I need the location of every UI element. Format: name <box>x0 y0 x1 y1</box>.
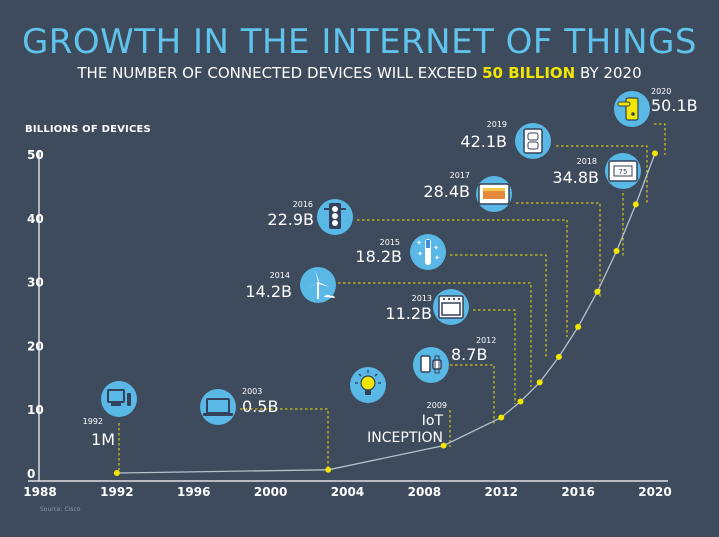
value-label: 34.8B <box>552 168 599 187</box>
x-tick-label: 2004 <box>331 485 364 499</box>
value-label: INCEPTION <box>367 430 443 446</box>
value-label: 11.2B <box>385 304 432 323</box>
svg-text:✦: ✦ <box>434 254 440 262</box>
data-point <box>536 379 543 386</box>
data-point <box>594 288 601 295</box>
traffic-light-icon <box>324 203 346 229</box>
value-label: 22.9B <box>267 210 314 229</box>
value-label: IoT <box>422 413 444 429</box>
desktop-computer-icon <box>107 389 131 406</box>
connector-line <box>357 219 568 337</box>
subtitle-prefix: THE NUMBER OF CONNECTED DEVICES WILL EXC… <box>77 64 478 82</box>
x-tick-label: 2000 <box>254 485 287 499</box>
oven-icon <box>438 295 464 319</box>
x-tick-label: 1992 <box>100 485 133 499</box>
year-label: 2009 <box>427 401 447 410</box>
y-tick-label: 20 <box>27 339 44 353</box>
x-tick-label: 2020 <box>638 485 671 499</box>
value-label: 14.2B <box>245 282 292 301</box>
svg-text:✦: ✦ <box>417 250 423 258</box>
door-lock-icon <box>617 97 639 121</box>
value-label: 0.5B <box>242 397 278 416</box>
svg-text:✦: ✦ <box>433 244 439 252</box>
value-label: 8.7B <box>451 345 487 364</box>
svg-text:✦: ✦ <box>416 239 422 247</box>
power-outlet-icon <box>523 128 543 154</box>
x-tick-label: 2008 <box>408 485 441 499</box>
data-point <box>632 201 639 208</box>
value-label: 50.1B <box>651 96 698 115</box>
connector-line <box>516 202 601 297</box>
data-point <box>113 469 120 476</box>
y-tick-label: 30 <box>27 276 44 290</box>
year-label: 2019 <box>487 120 507 129</box>
data-point <box>517 398 524 405</box>
data-point <box>575 323 582 330</box>
connector-line <box>240 408 329 468</box>
data-point <box>613 247 620 254</box>
bubble <box>200 389 236 425</box>
year-label: 2013 <box>412 294 432 303</box>
y-tick-label: 40 <box>27 212 44 226</box>
year-label: 1992 <box>83 417 103 426</box>
y-tick-label: 0 <box>27 467 35 481</box>
bubble <box>413 347 449 383</box>
year-label: 2003 <box>242 387 262 396</box>
year-label: 2015 <box>380 238 400 247</box>
connector-line <box>450 254 547 357</box>
data-point <box>325 466 332 473</box>
series-line <box>116 153 656 474</box>
year-label: 2017 <box>450 171 470 180</box>
x-tick-label: 1988 <box>23 485 56 499</box>
value-label: 1M <box>91 430 115 449</box>
y-tick-label: 50 <box>27 148 44 162</box>
data-point <box>440 442 447 449</box>
x-tick-label: 1996 <box>177 485 210 499</box>
year-label: 2020 <box>651 87 671 96</box>
source-note: Source: Cisco <box>40 506 81 513</box>
page-subtitle: THE NUMBER OF CONNECTED DEVICES WILL EXC… <box>0 64 719 82</box>
x-tick-label: 2016 <box>561 485 594 499</box>
smartwatch-phone-icon <box>420 355 442 374</box>
year-label: 2018 <box>577 157 597 166</box>
year-label: 2016 <box>293 200 313 209</box>
wind-turbine-icon <box>308 270 335 299</box>
connector-line <box>450 364 495 424</box>
bubble <box>101 381 137 417</box>
connector-line <box>338 282 532 387</box>
laptop-icon <box>203 398 233 416</box>
toothbrush-icon: ✦ ✦ ✦ ✦ <box>416 239 440 265</box>
value-label: 28.4B <box>423 182 470 201</box>
data-point <box>555 353 562 360</box>
year-label: 2014 <box>270 271 290 280</box>
subtitle-highlight: 50 BILLION <box>482 64 576 82</box>
page-title: GROWTH IN THE INTERNET OF THINGS <box>21 22 698 62</box>
svg-text:75: 75 <box>619 168 628 176</box>
connector-line <box>556 145 648 205</box>
value-label: 18.2B <box>355 247 402 266</box>
tablet-icon <box>478 183 510 205</box>
connector-line <box>473 309 516 404</box>
data-point <box>652 150 658 157</box>
x-tick-label: 2012 <box>485 485 518 499</box>
data-point <box>498 414 505 421</box>
y-tick-label: 10 <box>27 403 44 417</box>
y-axis-title: BILLIONS OF DEVICES <box>25 124 151 135</box>
thermostat-icon: 75 <box>608 160 638 182</box>
connector-line <box>654 123 666 155</box>
subtitle-suffix: BY 2020 <box>580 64 642 82</box>
year-label: 2012 <box>476 336 496 345</box>
value-label: 42.1B <box>460 132 507 151</box>
lightbulb-icon <box>355 370 381 395</box>
